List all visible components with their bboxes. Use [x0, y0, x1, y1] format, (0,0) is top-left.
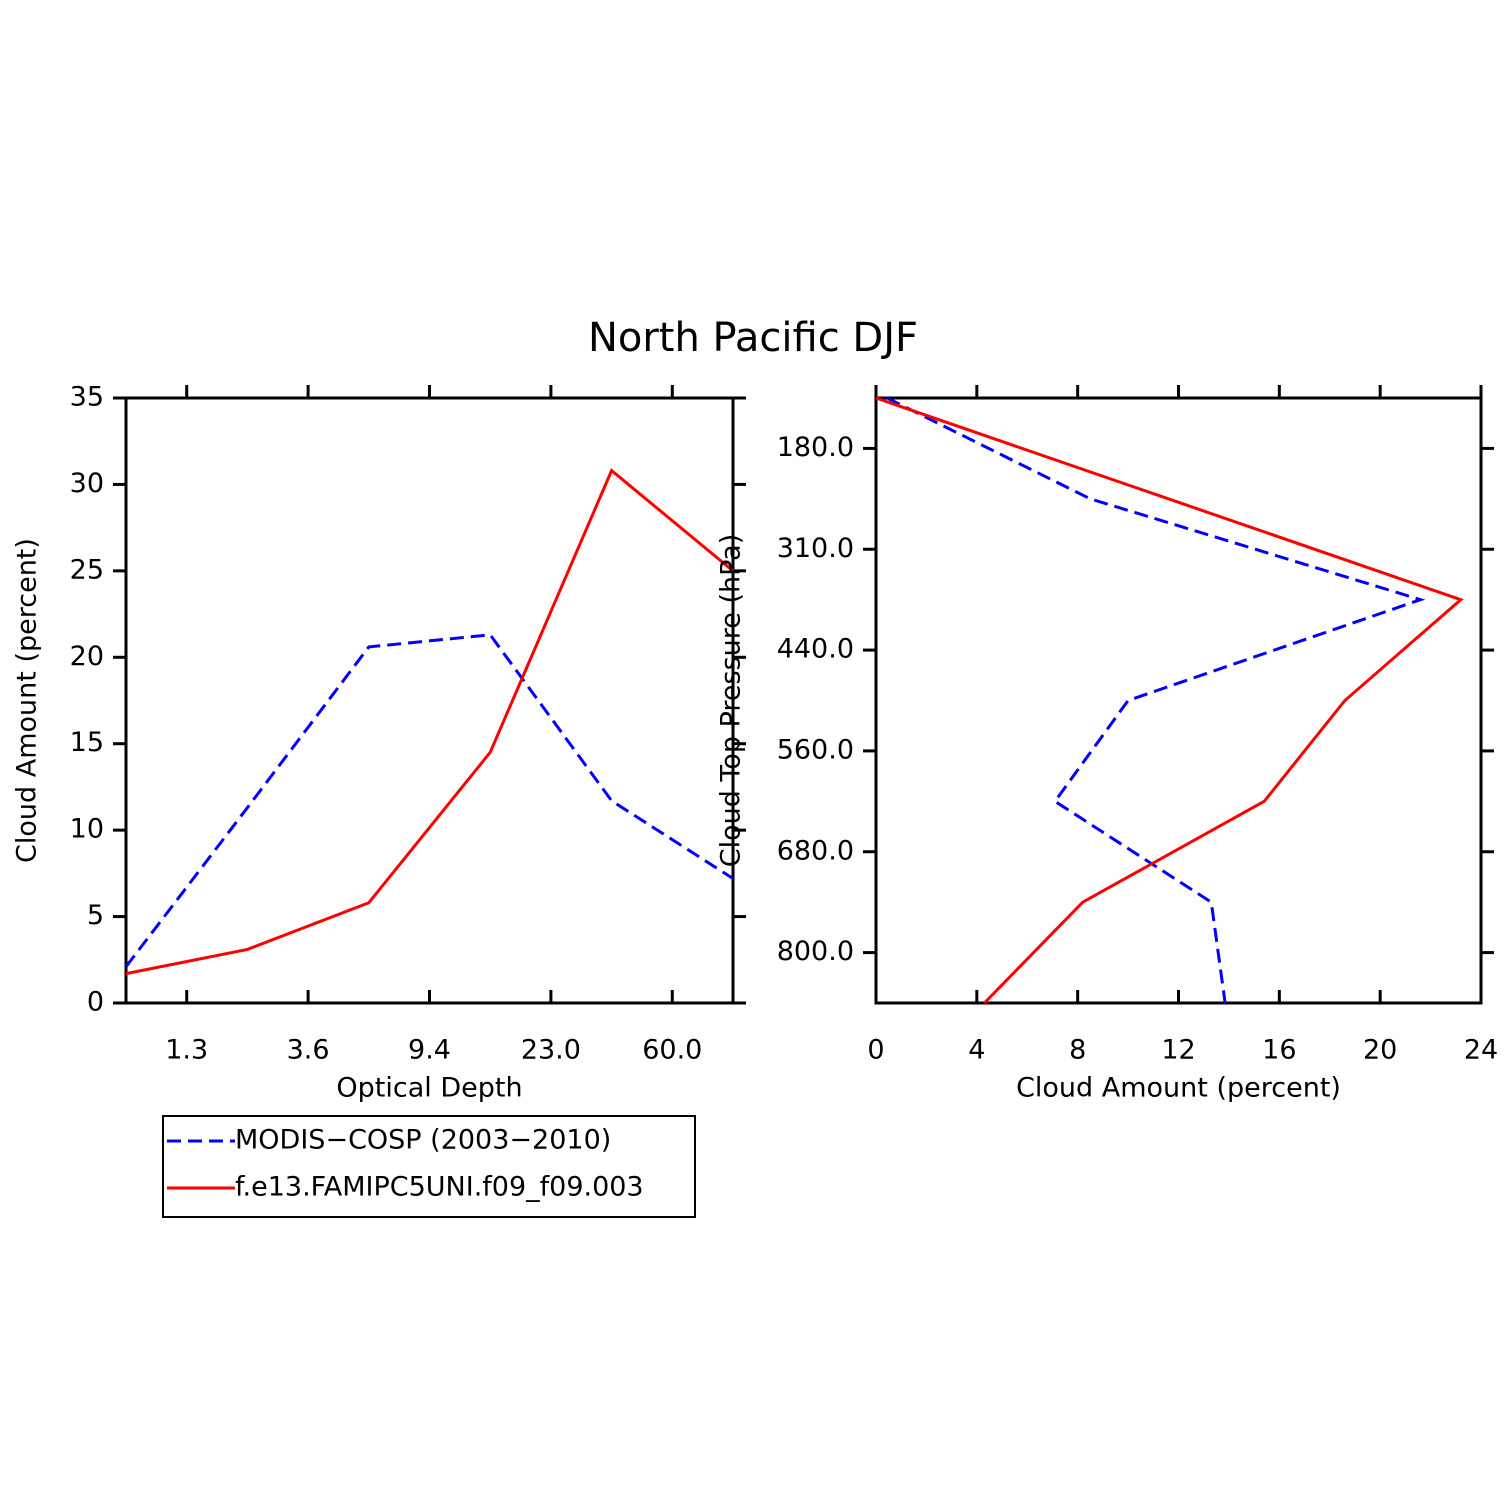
series-line — [125, 468, 734, 976]
x-tick-label: 1.3 — [165, 1035, 208, 1066]
x-tick-label: 23.0 — [521, 1035, 581, 1066]
x-axis-label: Cloud Amount (percent) — [1016, 1073, 1341, 1104]
y-tick-label: 30 — [70, 468, 104, 499]
y-tick-label: 15 — [70, 727, 104, 758]
y-tick-label: 35 — [70, 382, 104, 413]
legend-label: MODIS−COSP (2003−2010) — [235, 1125, 611, 1156]
y-tick-label: 310.0 — [777, 533, 854, 564]
legend-box — [162, 1115, 696, 1218]
y-tick-label: 560.0 — [777, 734, 854, 765]
y-tick-label: 800.0 — [777, 936, 854, 967]
x-axis-label: Optical Depth — [336, 1073, 522, 1104]
x-tick-label: 3.6 — [287, 1035, 330, 1066]
series-line — [124, 633, 734, 968]
y-tick-label: 0 — [87, 987, 104, 1018]
y-tick-label: 440.0 — [777, 634, 854, 665]
y-tick-label: 25 — [70, 554, 104, 585]
plot-frame — [124, 396, 735, 1005]
x-tick-label: 9.4 — [408, 1035, 451, 1066]
x-tick-label: 24 — [1464, 1035, 1498, 1066]
x-tick-label: 16 — [1262, 1035, 1296, 1066]
y-axis-label: Cloud Top Pressure (hPa) — [716, 534, 747, 868]
x-tick-label: 20 — [1363, 1035, 1397, 1066]
x-tick-label: 4 — [968, 1035, 985, 1066]
x-tick-label: 12 — [1161, 1035, 1195, 1066]
y-tick-label: 10 — [70, 814, 104, 845]
y-axis-label: Cloud Amount (percent) — [12, 538, 43, 863]
y-tick-label: 180.0 — [777, 432, 854, 463]
x-tick-label: 0 — [867, 1035, 884, 1066]
series-line — [875, 396, 1464, 1005]
figure-title: North Pacific DJF — [588, 315, 918, 361]
plot-frame — [874, 396, 1483, 1005]
y-tick-label: 5 — [87, 900, 104, 931]
y-tick-label: 680.0 — [777, 835, 854, 866]
legend-label: f.e13.FAMIPC5UNI.f09_f09.003 — [235, 1172, 644, 1203]
series-line — [886, 396, 1426, 1004]
y-tick-label: 20 — [70, 641, 104, 672]
x-tick-label: 8 — [1069, 1035, 1086, 1066]
x-tick-label: 60.0 — [642, 1035, 702, 1066]
